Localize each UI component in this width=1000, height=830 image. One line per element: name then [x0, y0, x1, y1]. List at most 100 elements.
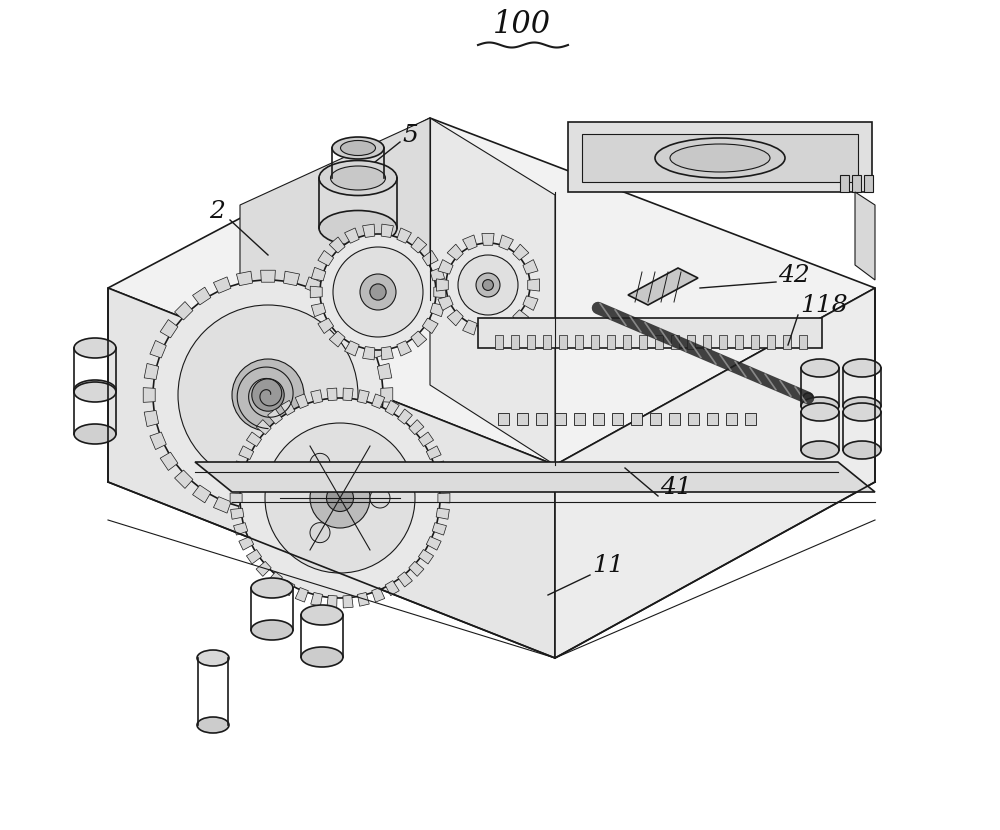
Polygon shape — [311, 303, 326, 317]
Polygon shape — [261, 271, 275, 282]
Polygon shape — [193, 287, 211, 305]
Circle shape — [370, 488, 390, 508]
Polygon shape — [318, 251, 334, 266]
Ellipse shape — [843, 403, 881, 421]
Polygon shape — [499, 235, 513, 250]
Polygon shape — [409, 420, 424, 435]
Polygon shape — [372, 394, 385, 408]
Polygon shape — [426, 536, 441, 550]
Polygon shape — [195, 462, 875, 492]
Ellipse shape — [330, 166, 386, 190]
Circle shape — [483, 280, 493, 290]
Polygon shape — [343, 388, 353, 401]
Polygon shape — [783, 335, 791, 349]
Polygon shape — [438, 493, 450, 503]
Polygon shape — [669, 413, 680, 425]
Polygon shape — [397, 341, 411, 356]
Circle shape — [232, 359, 304, 431]
Polygon shape — [246, 549, 262, 564]
Circle shape — [252, 378, 284, 411]
Polygon shape — [438, 295, 453, 310]
Polygon shape — [385, 581, 399, 596]
Polygon shape — [295, 394, 308, 408]
Polygon shape — [381, 347, 393, 360]
Polygon shape — [447, 244, 463, 261]
Polygon shape — [213, 496, 231, 513]
Ellipse shape — [319, 160, 397, 196]
Circle shape — [360, 274, 396, 310]
Polygon shape — [655, 335, 663, 349]
Polygon shape — [343, 470, 361, 488]
Polygon shape — [555, 288, 875, 658]
Polygon shape — [411, 237, 427, 253]
Polygon shape — [575, 335, 583, 349]
Polygon shape — [358, 320, 376, 338]
Polygon shape — [639, 335, 647, 349]
Polygon shape — [436, 508, 449, 520]
Polygon shape — [256, 561, 271, 576]
Polygon shape — [305, 277, 323, 293]
Polygon shape — [495, 335, 503, 349]
Ellipse shape — [74, 382, 116, 402]
Ellipse shape — [843, 359, 881, 377]
Ellipse shape — [332, 137, 384, 159]
Polygon shape — [432, 523, 446, 535]
Polygon shape — [234, 461, 248, 473]
Ellipse shape — [301, 605, 343, 625]
Polygon shape — [377, 411, 392, 427]
Circle shape — [240, 398, 440, 598]
Polygon shape — [499, 320, 513, 335]
Polygon shape — [283, 271, 300, 286]
Circle shape — [803, 393, 813, 403]
Circle shape — [476, 273, 500, 297]
Polygon shape — [295, 588, 308, 602]
Polygon shape — [310, 286, 322, 298]
Polygon shape — [325, 485, 343, 503]
Polygon shape — [150, 432, 166, 450]
Polygon shape — [559, 335, 567, 349]
Circle shape — [333, 247, 423, 337]
Ellipse shape — [251, 578, 293, 598]
Polygon shape — [568, 122, 872, 192]
Ellipse shape — [843, 397, 881, 415]
Polygon shape — [463, 320, 477, 335]
Polygon shape — [236, 271, 253, 286]
Polygon shape — [703, 335, 711, 349]
Polygon shape — [144, 411, 159, 427]
Polygon shape — [311, 267, 326, 281]
Polygon shape — [160, 452, 178, 471]
Polygon shape — [108, 118, 875, 465]
Ellipse shape — [74, 424, 116, 444]
Polygon shape — [411, 331, 427, 347]
Polygon shape — [363, 347, 375, 360]
Polygon shape — [430, 303, 445, 317]
Polygon shape — [623, 335, 631, 349]
Ellipse shape — [319, 211, 397, 246]
Polygon shape — [513, 244, 529, 261]
Ellipse shape — [301, 647, 343, 667]
Polygon shape — [231, 476, 244, 488]
Polygon shape — [628, 268, 698, 305]
Polygon shape — [175, 301, 193, 320]
Polygon shape — [234, 523, 248, 535]
Polygon shape — [283, 505, 300, 519]
Polygon shape — [726, 413, 737, 425]
Polygon shape — [751, 335, 759, 349]
Polygon shape — [432, 461, 446, 473]
Circle shape — [458, 255, 518, 315]
Polygon shape — [231, 508, 244, 520]
Polygon shape — [193, 485, 211, 503]
Text: 5: 5 — [402, 124, 418, 147]
Polygon shape — [523, 295, 538, 310]
Polygon shape — [430, 267, 445, 281]
Polygon shape — [325, 287, 343, 305]
Polygon shape — [305, 496, 323, 513]
Polygon shape — [343, 595, 353, 608]
Polygon shape — [607, 335, 615, 349]
Polygon shape — [593, 413, 604, 425]
Polygon shape — [327, 595, 337, 608]
Polygon shape — [422, 318, 438, 334]
Polygon shape — [213, 277, 231, 293]
Polygon shape — [543, 335, 551, 349]
Polygon shape — [358, 452, 376, 471]
